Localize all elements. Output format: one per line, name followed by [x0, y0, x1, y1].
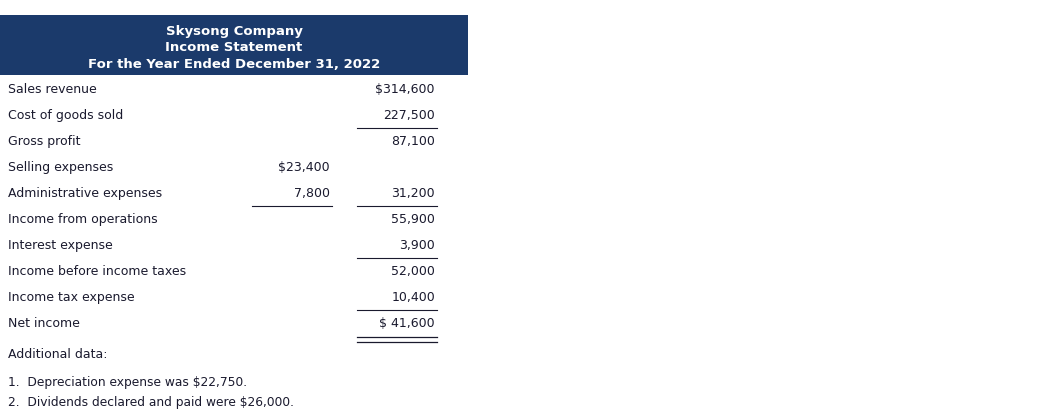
Text: 3,900: 3,900: [399, 239, 435, 252]
Text: 1.  Depreciation expense was $22,750.: 1. Depreciation expense was $22,750.: [8, 376, 248, 389]
Text: Income tax expense: Income tax expense: [8, 291, 134, 304]
Text: Skysong Company: Skysong Company: [165, 25, 303, 38]
Text: For the Year Ended December 31, 2022: For the Year Ended December 31, 2022: [87, 58, 381, 71]
Text: Income before income taxes: Income before income taxes: [8, 265, 186, 278]
Text: Net income: Net income: [8, 317, 80, 330]
Text: Cost of goods sold: Cost of goods sold: [8, 109, 124, 122]
Text: Additional data:: Additional data:: [8, 348, 107, 361]
Text: Income from operations: Income from operations: [8, 213, 158, 226]
Text: 31,200: 31,200: [391, 187, 435, 200]
Text: Sales revenue: Sales revenue: [8, 83, 97, 96]
Text: Administrative expenses: Administrative expenses: [8, 187, 162, 200]
Bar: [0, 15, 468, 75]
Text: Income Statement: Income Statement: [165, 41, 303, 54]
Text: 52,000: 52,000: [391, 265, 435, 278]
Text: 227,500: 227,500: [384, 109, 435, 122]
Text: 2.  Dividends declared and paid were $26,000.: 2. Dividends declared and paid were $26,…: [8, 396, 294, 409]
Text: 7,800: 7,800: [294, 187, 330, 200]
Text: Selling expenses: Selling expenses: [8, 161, 113, 174]
Text: Interest expense: Interest expense: [8, 239, 112, 252]
Text: $314,600: $314,600: [375, 83, 435, 96]
Text: $ 41,600: $ 41,600: [380, 317, 435, 330]
Text: 55,900: 55,900: [391, 213, 435, 226]
Text: Gross profit: Gross profit: [8, 135, 80, 148]
Text: 87,100: 87,100: [391, 135, 435, 148]
Text: $23,400: $23,400: [279, 161, 330, 174]
Text: 10,400: 10,400: [391, 291, 435, 304]
